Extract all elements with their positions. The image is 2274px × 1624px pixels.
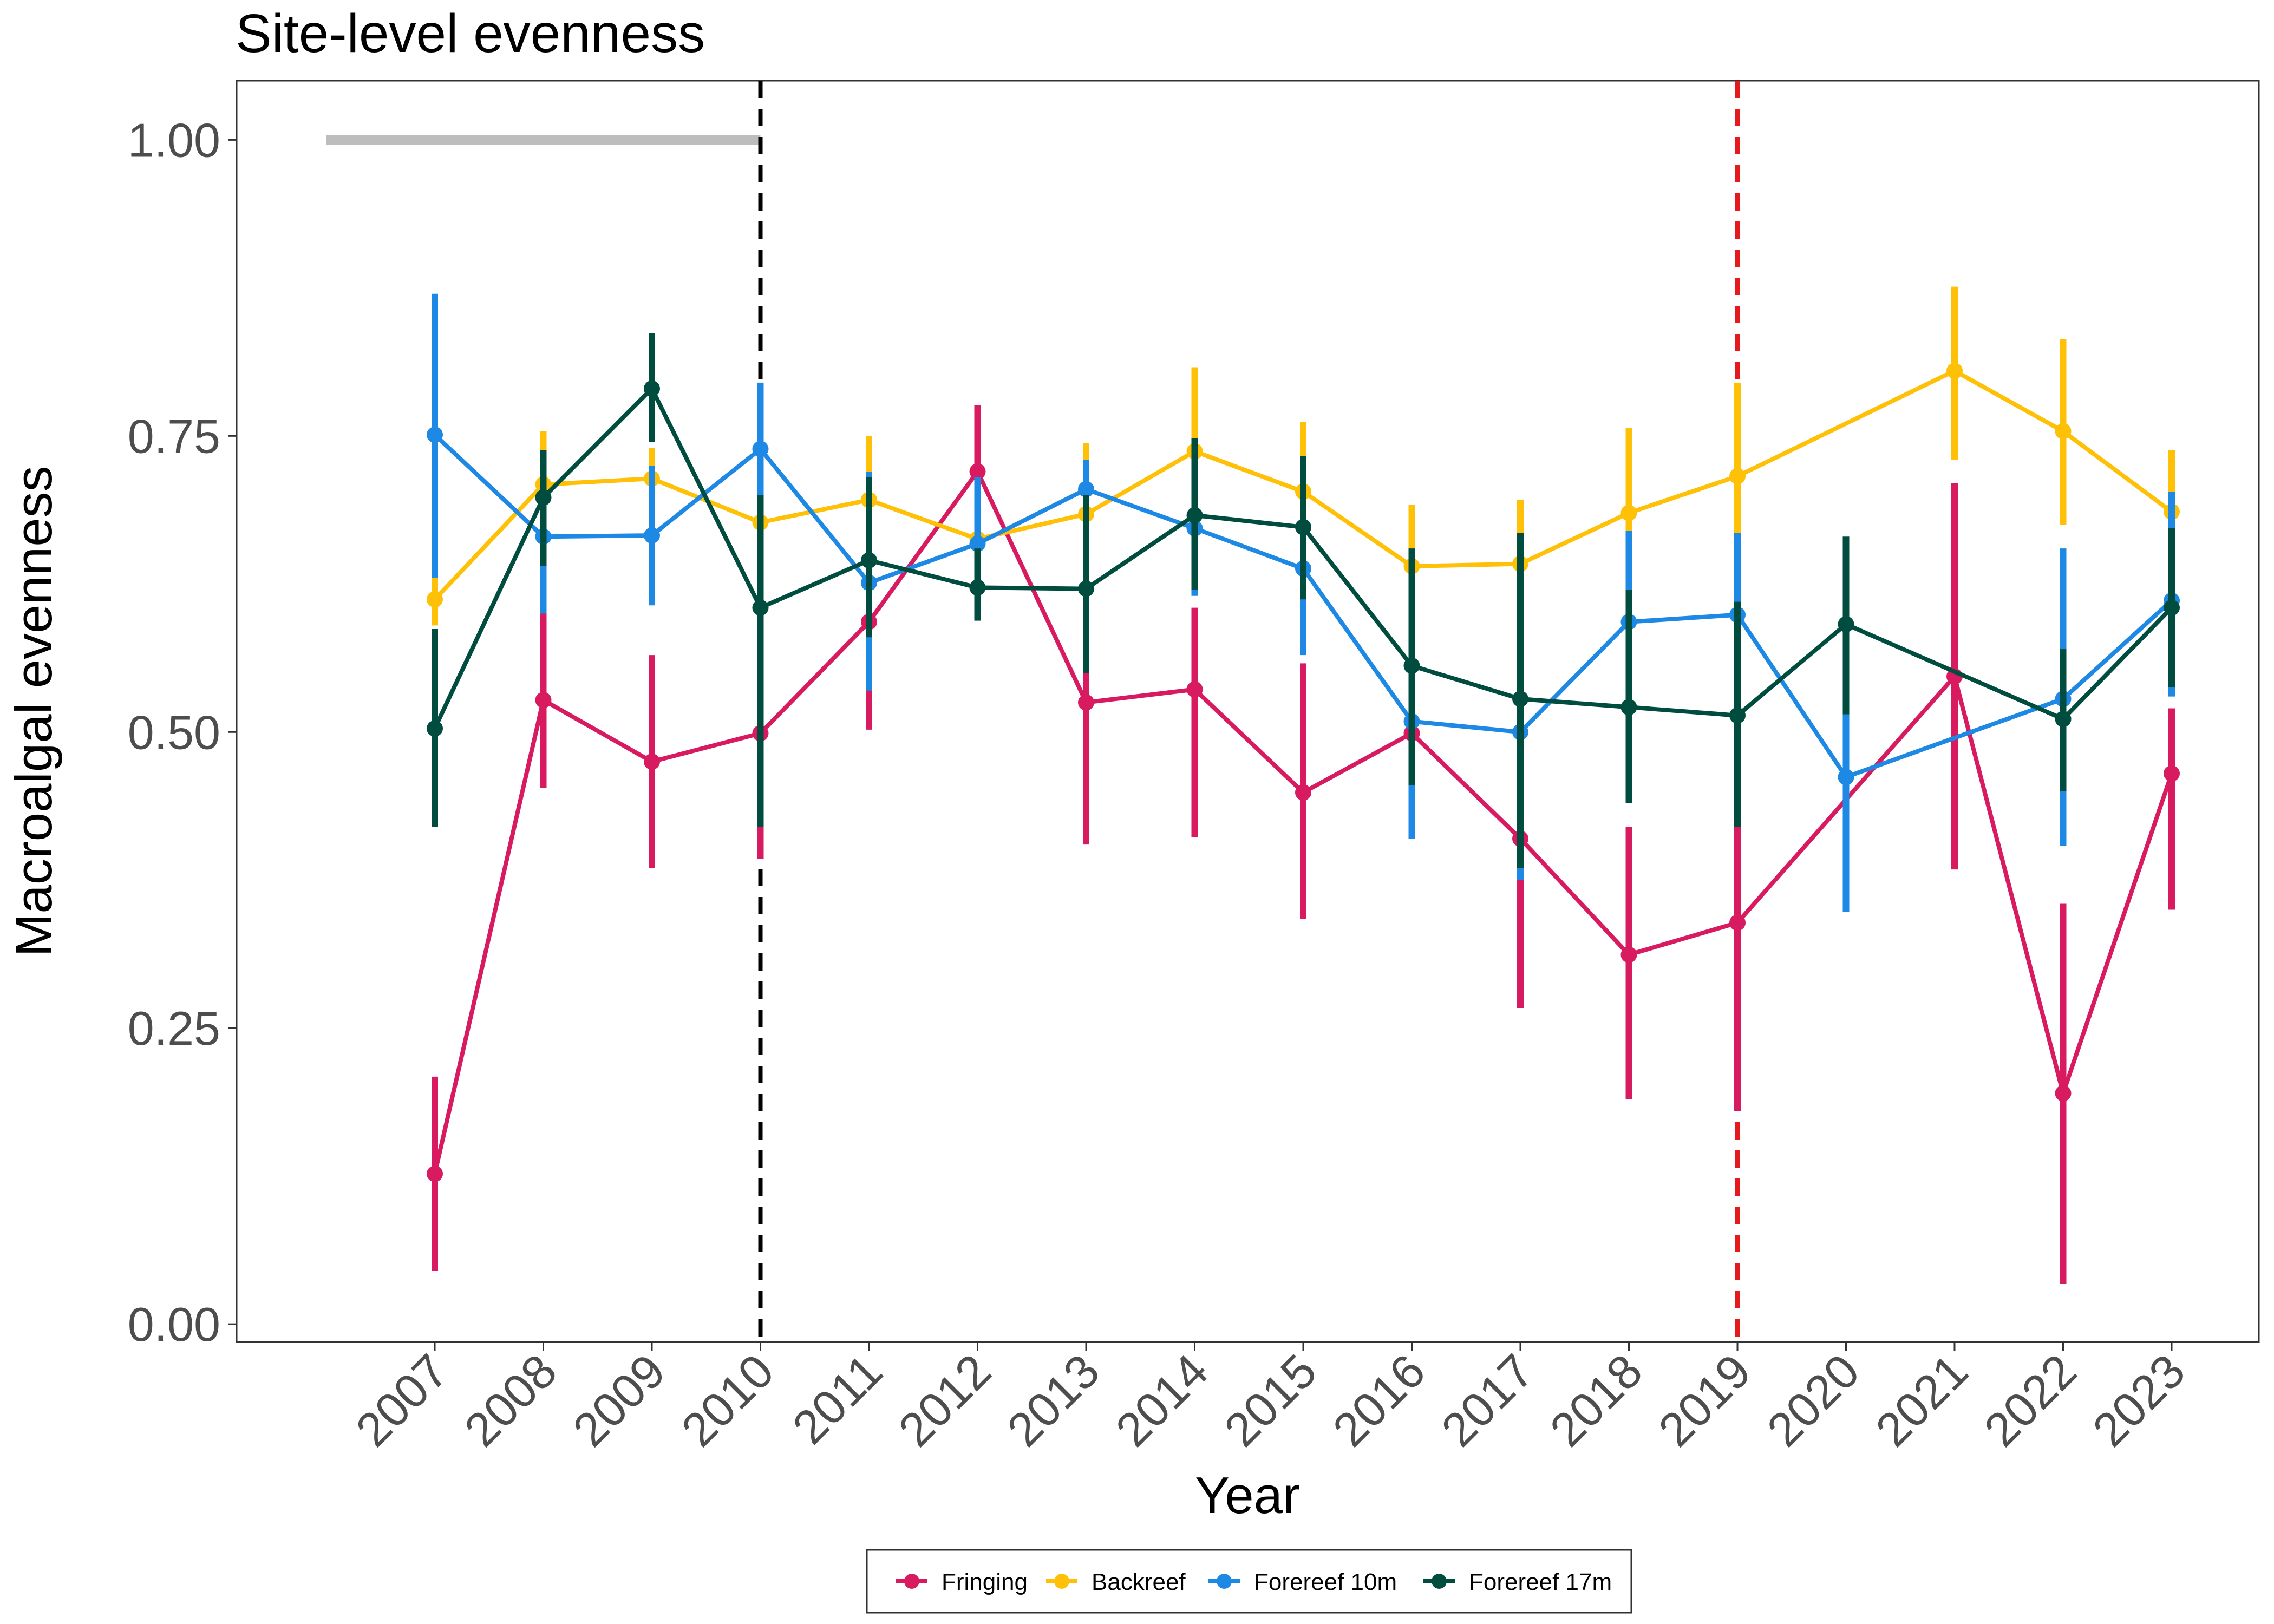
x-tick-label: 2016 xyxy=(1323,1344,1435,1456)
data-point xyxy=(1512,691,1528,708)
x-tick-label: 2023 xyxy=(2082,1344,2195,1456)
data-point xyxy=(1838,616,1854,633)
data-point xyxy=(427,720,443,737)
x-tick-label: 2010 xyxy=(671,1344,784,1456)
data-point xyxy=(1729,468,1746,484)
legend-key-point xyxy=(904,1574,919,1589)
x-axis: 2007200820092010201120122013201420152016… xyxy=(345,1342,2195,1457)
data-point xyxy=(1295,784,1311,801)
data-point xyxy=(969,579,986,596)
data-point xyxy=(1620,946,1637,963)
y-axis: 0.00 0.25 0.50 0.75 1.00 xyxy=(128,113,237,1351)
data-point xyxy=(1078,481,1094,497)
y-axis-title: Macroalgal evenness xyxy=(5,466,63,957)
data-point xyxy=(427,1165,443,1182)
legend-label: Fringing xyxy=(942,1569,1028,1595)
legend-key-point xyxy=(1054,1574,1069,1589)
y-tick-label: 0.25 xyxy=(128,1001,220,1055)
data-point xyxy=(2055,1085,2072,1102)
chart-title: Site-level evenness xyxy=(236,3,705,64)
legend-box xyxy=(866,1549,1632,1614)
data-point xyxy=(969,463,986,480)
data-point xyxy=(1729,914,1746,931)
data-point xyxy=(1946,363,1963,379)
legend-item-forereef-17m: Forereef 17m xyxy=(1423,1569,1612,1595)
data-point xyxy=(1186,681,1203,698)
series-layer xyxy=(427,286,2180,1284)
x-tick-label: 2013 xyxy=(997,1344,1109,1456)
legend-label: Forereef 17m xyxy=(1469,1569,1612,1595)
data-point xyxy=(1838,769,1854,785)
x-tick-label: 2008 xyxy=(454,1344,567,1456)
data-point xyxy=(752,599,769,616)
legend-key-point xyxy=(1432,1574,1447,1589)
legend-item-fringing: Fringing xyxy=(896,1569,1028,1595)
data-point xyxy=(2055,711,2072,728)
legend: Fringing Backreef Forereef 10m Forereef 17m xyxy=(866,1549,1632,1614)
legend-key-point xyxy=(1217,1574,1232,1589)
data-point xyxy=(1295,519,1311,535)
x-tick-label: 2014 xyxy=(1106,1344,1218,1456)
data-point xyxy=(1186,507,1203,523)
legend-label: Forereef 10m xyxy=(1254,1569,1397,1595)
series-forereef-17m xyxy=(427,333,2180,868)
x-tick-label: 2015 xyxy=(1214,1344,1327,1456)
legend-item-backreef: Backreef xyxy=(1046,1569,1186,1595)
data-point xyxy=(2164,599,2180,616)
data-point xyxy=(2164,765,2180,782)
data-point xyxy=(644,753,660,770)
series-line xyxy=(433,386,2173,730)
x-axis-title: Year xyxy=(1195,1466,1300,1524)
x-tick-label: 2009 xyxy=(563,1344,675,1456)
data-point xyxy=(644,527,660,544)
y-tick-label: 1.00 xyxy=(128,113,220,167)
data-point xyxy=(969,535,986,552)
data-point xyxy=(752,441,769,457)
y-tick-label: 0.50 xyxy=(128,705,220,759)
data-point xyxy=(1078,694,1094,711)
x-tick-label: 2012 xyxy=(888,1344,1001,1456)
data-point xyxy=(861,552,877,569)
data-point xyxy=(535,692,552,709)
data-point xyxy=(427,427,443,443)
data-point xyxy=(427,591,443,608)
data-point xyxy=(1403,657,1420,674)
data-point xyxy=(1729,707,1746,724)
data-point xyxy=(1620,505,1637,521)
x-tick-label: 2018 xyxy=(1540,1344,1652,1456)
x-tick-label: 2011 xyxy=(782,1344,893,1454)
data-point xyxy=(2055,423,2072,440)
legend-label: Backreef xyxy=(1092,1569,1186,1595)
x-tick-label: 2007 xyxy=(345,1344,458,1456)
y-tick-label: 0.75 xyxy=(128,409,220,463)
y-tick-label: 0.00 xyxy=(128,1298,220,1351)
data-point xyxy=(535,489,552,506)
data-point xyxy=(1620,699,1637,716)
series-line xyxy=(433,433,2173,780)
x-tick-label: 2022 xyxy=(1974,1344,2087,1456)
data-point xyxy=(1078,580,1094,597)
x-tick-label: 2017 xyxy=(1431,1344,1544,1456)
data-point xyxy=(644,380,660,397)
x-tick-label: 2019 xyxy=(1648,1344,1761,1456)
legend-item-forereef-10m: Forereef 10m xyxy=(1208,1569,1397,1595)
x-tick-label: 2020 xyxy=(1757,1344,1870,1456)
x-tick-label: 2021 xyxy=(1865,1344,1978,1456)
